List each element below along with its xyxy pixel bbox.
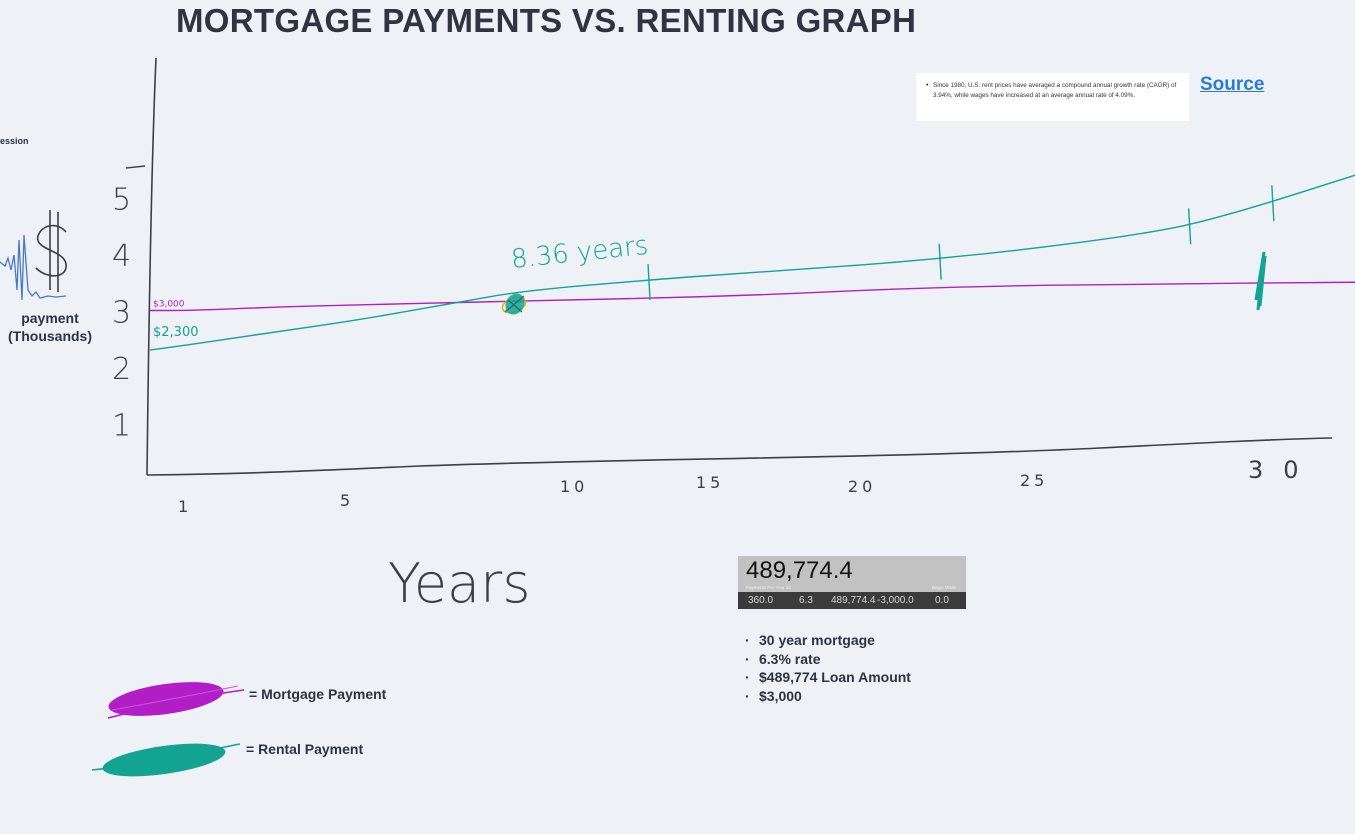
- x-tick-label: 1: [178, 497, 192, 516]
- list-item: · $3,000: [745, 687, 802, 704]
- dollar-sign-sketch: [35, 210, 67, 292]
- cropped-label-fragment: ession: [0, 136, 29, 146]
- list-item: · $489,774 Loan Amount: [745, 669, 911, 685]
- widget-input-bar: 360.0 6.3 489,774.4 -3,000.0 0.0: [738, 592, 966, 609]
- y-tick-label: 1: [112, 409, 131, 444]
- rental-tick-mark: [1271, 185, 1275, 222]
- widget-mode-label: Begin Mode: [931, 585, 956, 590]
- calculator-widget: 489,774.4 Payments Per Year 12 Begin Mod…: [738, 556, 966, 609]
- y-tick-label: 2: [112, 352, 131, 387]
- break-even-marker: [501, 293, 527, 315]
- list-item: · 6.3% rate: [745, 650, 821, 667]
- x-tick-label: 10: [560, 477, 588, 496]
- cropped-sparkline: [0, 234, 67, 301]
- rental-tick-mark: [647, 263, 651, 301]
- widget-input-pmt: -3,000.0: [877, 595, 914, 606]
- y-axis-label: payment (Thousands): [8, 310, 92, 344]
- y-tick-label: 5: [112, 183, 131, 218]
- page-title: MORTGAGE PAYMENTS VS. RENTING GRAPH: [176, 2, 917, 39]
- bullet-dot: •: [926, 82, 929, 89]
- series-line-rental: [149, 174, 1355, 351]
- y-axis-symbol: $: [32, 282, 33, 285]
- x-axis-label: Years: [388, 552, 530, 615]
- series-start-label-rental: $2,300: [153, 325, 199, 340]
- loan-spec-list: · 30 year mortgage · 6.3% rate · $489,774 L…: [745, 631, 911, 705]
- widget-input-n: 360.0: [748, 595, 774, 606]
- x-tick-label: 25: [1020, 471, 1048, 490]
- series-line-mortgage: [150, 281, 1355, 312]
- legend-label-rental: = Rental Payment: [246, 741, 364, 757]
- end-marker-scribble: [1254, 251, 1267, 311]
- y-axis-line: [146, 57, 157, 476]
- widget-input-pv: 489,774.4: [831, 595, 876, 606]
- y-tick-label: 3: [112, 296, 131, 331]
- x-tick-label: 30: [1248, 456, 1319, 484]
- break-even-annotation: 8.36 years: [510, 231, 650, 275]
- legend-swatch-mortgage: [107, 682, 245, 719]
- legend-swatch-rental: [91, 743, 241, 777]
- x-tick-label: 20: [848, 477, 876, 496]
- x-tick-label: 5: [340, 491, 354, 510]
- rental-tick-mark: [1187, 208, 1192, 245]
- x-tick-label: 15: [696, 473, 724, 492]
- source-link[interactable]: Source: [1200, 74, 1265, 95]
- rental-tick-mark: [938, 243, 942, 280]
- x-axis-line: [146, 437, 1333, 476]
- info-note: • Since 1980, U.S. rent prices have aver…: [916, 73, 1189, 121]
- widget-input-fv: 0.0: [935, 595, 949, 606]
- widget-input-rate: 6.3: [799, 595, 813, 606]
- list-item: · 30 year mortgage: [745, 632, 875, 648]
- y-tick-mark-5: [125, 165, 146, 169]
- widget-value: 489,774.4: [746, 557, 853, 584]
- widget-sub-label: Payments Per Year 12: [746, 585, 791, 590]
- legend-swatches: [91, 682, 245, 777]
- note-text: Since 1980, U.S. rent prices have averag…: [933, 82, 1177, 99]
- y-tick-label: 4: [112, 239, 131, 274]
- series-start-label-mortgage: $3,000: [153, 300, 185, 310]
- legend-label-mortgage: = Mortgage Payment: [249, 686, 387, 702]
